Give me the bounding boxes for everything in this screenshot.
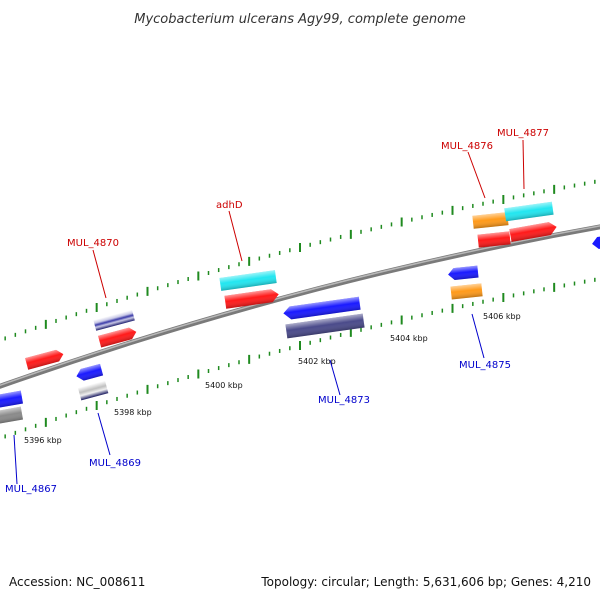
label-mul4877[interactable]: MUL_4877 — [497, 128, 549, 139]
gene-red-forward-3[interactable] — [224, 288, 279, 309]
kbp-label-5406: 5406 kbp — [483, 312, 521, 321]
gene-blue-reverse-2[interactable] — [283, 296, 361, 321]
gene-adhD[interactable] — [219, 270, 277, 291]
leader-mul4877 — [522, 139, 525, 190]
gene-mul4875[interactable] — [450, 283, 483, 300]
leader-mul4876 — [467, 151, 486, 199]
label-mul4875[interactable]: MUL_4875 — [459, 360, 511, 371]
map-title: Mycobacterium ulcerans Agy99, complete g… — [134, 12, 466, 27]
gene-mul4877[interactable] — [504, 201, 554, 222]
kbp-label-5398: 5398 kbp — [114, 408, 152, 417]
gene-gray-reverse-1[interactable] — [0, 406, 24, 425]
kbp-label-5402: 5402 kbp — [298, 357, 336, 366]
leader-mul4873 — [329, 359, 341, 396]
gene-red-forward-4[interactable] — [477, 231, 511, 248]
label-adhD[interactable]: adhD — [216, 200, 243, 211]
outer-tick-ring — [4, 179, 596, 341]
label-mul4873[interactable]: MUL_4873 — [318, 395, 370, 406]
label-mul4869[interactable]: MUL_4869 — [89, 458, 141, 469]
label-mul4876[interactable]: MUL_4876 — [441, 141, 493, 152]
leader-mul4870 — [92, 249, 107, 299]
gene-mul4869[interactable] — [77, 380, 109, 401]
leader-mul4867 — [13, 434, 18, 485]
gene-blue-reverse-3[interactable] — [447, 265, 479, 281]
gene-blue-reverse-4[interactable] — [591, 235, 600, 249]
label-mul4870[interactable]: MUL_4870 — [67, 238, 119, 249]
gene-red-forward-5[interactable] — [509, 221, 558, 242]
gene-mul4870[interactable] — [93, 309, 135, 331]
leader-mul4869 — [97, 412, 111, 456]
inner-tick-ring — [4, 277, 596, 439]
accession-text: Accession: NC_008611 — [9, 575, 145, 589]
gene-red-forward-2[interactable] — [98, 326, 138, 348]
leader-adhD — [228, 210, 243, 262]
gene-mul4873[interactable] — [285, 313, 365, 339]
leader-mul4875 — [471, 313, 485, 359]
gene-mul4876[interactable] — [472, 212, 509, 229]
gene-mul4867[interactable] — [0, 390, 24, 409]
genome-backbone-highlight — [0, 225, 600, 387]
kbp-label-5400: 5400 kbp — [205, 381, 243, 390]
label-mul4867[interactable]: MUL_4867 — [5, 484, 57, 495]
gene-blue-reverse-1[interactable] — [75, 363, 104, 382]
genome-summary-text: Topology: circular; Length: 5,631,606 bp… — [260, 575, 591, 589]
kbp-label-5404: 5404 kbp — [390, 334, 428, 343]
kbp-label-5396: 5396 kbp — [24, 436, 62, 445]
gene-red-forward-1[interactable] — [25, 348, 65, 370]
genome-backbone — [0, 224, 600, 389]
